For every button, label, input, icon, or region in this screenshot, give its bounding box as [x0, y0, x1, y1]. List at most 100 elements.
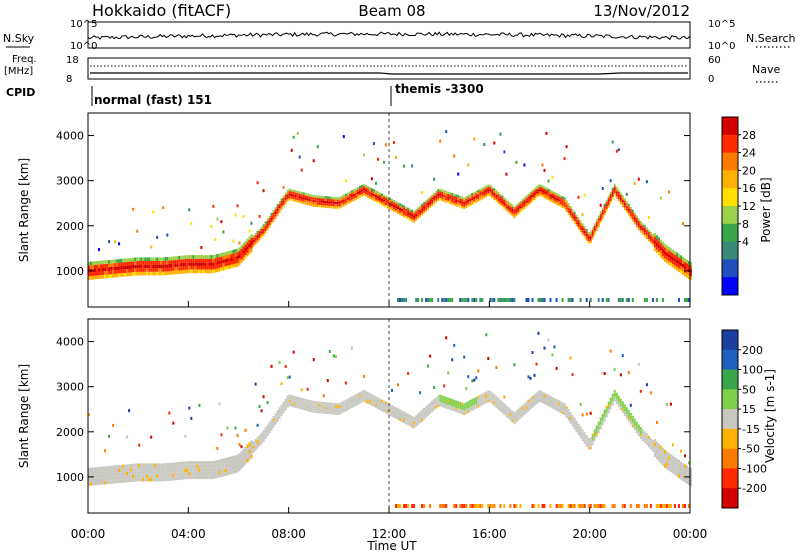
- echo-cell: [485, 400, 488, 404]
- echo-cell: [597, 421, 600, 424]
- echo-cell: [246, 242, 249, 246]
- echo-cell: [379, 192, 381, 195]
- echo-cell: [358, 399, 361, 402]
- echo-cell: [120, 475, 123, 480]
- echo-cell: [122, 262, 125, 266]
- echo-scatter: [601, 187, 604, 190]
- echo-cell: [603, 208, 606, 211]
- echo-cell: [635, 428, 638, 431]
- echo-cell: [627, 206, 630, 209]
- echo-cell: [346, 192, 349, 195]
- echo-cell: [176, 472, 179, 477]
- echo-cell: [651, 442, 654, 445]
- echo-cell: [342, 197, 345, 200]
- echo-cell: [653, 233, 656, 237]
- echo-cell: [571, 216, 574, 219]
- echo-cell: [206, 258, 209, 263]
- echo-cell: [356, 187, 359, 190]
- echo-cell: [633, 215, 636, 218]
- echo-cell: [441, 400, 444, 403]
- echo-cell: [298, 198, 301, 201]
- echo-cell: [678, 459, 680, 464]
- echo-cell: [553, 199, 556, 202]
- echo-cell: [280, 411, 283, 414]
- echo-cell: [224, 472, 227, 476]
- ytick-label: 4000: [56, 336, 84, 349]
- echo-cell: [399, 416, 401, 419]
- echo-cell: [94, 470, 96, 475]
- echo-cell: [156, 463, 159, 467]
- echo-cell: [571, 424, 574, 427]
- echo-cell: [629, 206, 632, 210]
- echo-cell: [304, 200, 307, 203]
- echo-cell: [629, 216, 632, 219]
- echo-cell: [248, 240, 251, 244]
- echo-cell: [128, 475, 131, 479]
- echo-cell: [136, 474, 139, 478]
- echo-cell: [447, 191, 450, 194]
- echo-cell: [437, 404, 440, 407]
- echo-cell: [174, 270, 177, 275]
- echo-cell: [393, 204, 395, 208]
- echo-cell: [168, 477, 171, 481]
- echo-cell: [290, 404, 293, 407]
- echo-cell: [348, 196, 351, 199]
- echo-cell: [447, 193, 450, 197]
- echo-near: [425, 298, 428, 302]
- echo-cell: [302, 405, 305, 408]
- echo-cell: [403, 205, 405, 208]
- echo-cell: [230, 264, 233, 269]
- echo-cell: [383, 201, 385, 204]
- echo-cell: [611, 192, 614, 195]
- echo-cell: [316, 403, 319, 407]
- echo-cell: [186, 258, 189, 263]
- echo-cell: [637, 225, 640, 228]
- echo-cell: [551, 200, 554, 203]
- echo-cell: [597, 225, 600, 228]
- echo-cell: [676, 469, 678, 473]
- echo-scatter: [296, 131, 299, 135]
- echo-cell: [663, 258, 666, 262]
- echo-cell: [354, 188, 357, 191]
- echo-scatter: [529, 376, 532, 380]
- echo-cell: [336, 197, 339, 200]
- echo-cell: [168, 264, 171, 268]
- echo-cell: [278, 414, 281, 417]
- echo-cell: [102, 481, 104, 485]
- echo-cell: [549, 402, 552, 406]
- echo-cell: [483, 401, 486, 405]
- echo-cell: [513, 412, 516, 415]
- echo-cell: [617, 192, 620, 195]
- echo-cell: [639, 230, 642, 233]
- echo-cell: [242, 253, 245, 258]
- echo-cell: [481, 194, 484, 197]
- echo-cell: [661, 451, 664, 455]
- echo-cell: [206, 269, 209, 274]
- echo-cell: [154, 271, 157, 276]
- echo-cell: [352, 397, 355, 400]
- echo-cell: [316, 401, 319, 404]
- echo-cell: [276, 211, 279, 214]
- echo-cell: [433, 202, 436, 205]
- echo-cell: [170, 477, 173, 481]
- echo-cell: [489, 395, 492, 398]
- echo-cell: [174, 259, 177, 264]
- echo-cell: [112, 476, 115, 481]
- echo-scatter: [300, 168, 303, 172]
- echo-cell: [499, 196, 502, 199]
- echo-cell: [248, 250, 251, 255]
- echo-cell: [106, 466, 109, 470]
- echo-cell: [673, 460, 676, 465]
- echo-cell: [290, 402, 293, 405]
- echo-cell: [641, 232, 644, 235]
- echo-cell: [651, 444, 654, 447]
- echo-cell: [625, 205, 628, 209]
- echo-cell: [308, 409, 311, 412]
- echo-cell: [439, 191, 442, 194]
- echo-cell: [686, 259, 688, 264]
- echo-cell: [352, 404, 355, 407]
- echo-cell: [130, 464, 133, 468]
- echo-cell: [499, 402, 502, 405]
- echo-cell: [611, 190, 614, 193]
- echo-cell: [553, 194, 556, 197]
